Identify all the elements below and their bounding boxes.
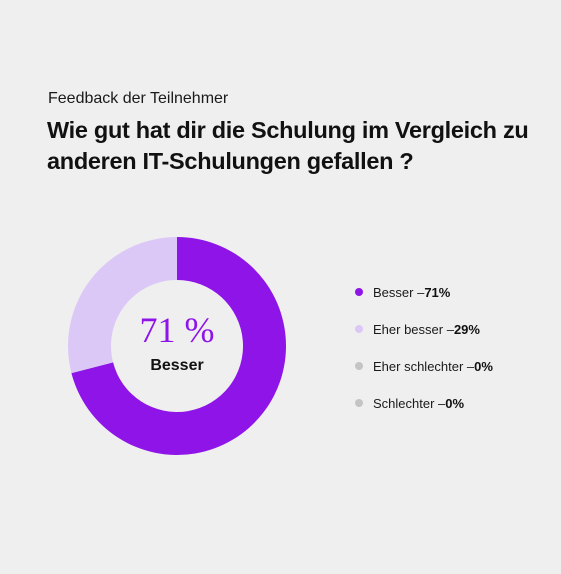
donut-slice-besser: [71, 237, 286, 455]
legend-marker-schlechter: [355, 399, 363, 407]
legend-value-eher-schlechter: 0%: [474, 358, 493, 374]
legend-item-schlechter: Schlechter – 0%: [355, 393, 493, 413]
legend-marker-besser: [355, 288, 363, 296]
legend-marker-eher-besser: [355, 325, 363, 333]
donut-center-value: 71 %: [139, 310, 215, 350]
legend-label-schlechter: Schlechter –: [373, 395, 446, 411]
legend-label-besser: Besser –: [373, 284, 425, 300]
legend-marker-eher-schlechter: [355, 362, 363, 370]
donut-chart: [68, 237, 286, 455]
donut-center-label: Besser: [150, 357, 204, 374]
chart-legend: Besser – 71% Eher besser – 29% Eher schl…: [355, 282, 493, 430]
legend-value-schlechter: 0%: [445, 395, 465, 411]
chart-subtitle: Feedback der Teilnehmer: [48, 90, 229, 107]
donut-slice-eher-besser: [68, 237, 177, 374]
legend-item-eher-besser: Eher besser – 29%: [355, 319, 493, 339]
chart-title: Wie gut hat dir die Schulung im Vergleic…: [47, 117, 529, 174]
legend-value-eher-besser: 29%: [453, 321, 480, 337]
legend-item-besser: Besser – 71%: [355, 282, 493, 302]
legend-item-eher-schlechter: Eher schlechter – 0%: [355, 356, 493, 376]
legend-label-eher-schlechter: Eher schlechter –: [373, 358, 475, 374]
legend-label-eher-besser: Eher besser –: [373, 321, 454, 337]
legend-value-besser: 71%: [424, 284, 451, 300]
